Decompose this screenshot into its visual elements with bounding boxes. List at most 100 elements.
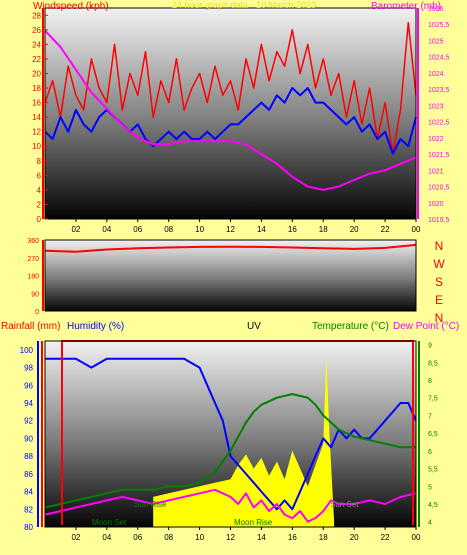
barometer-y-tick-label: 1020,5 (428, 185, 450, 192)
humidity-y-tick-label: 86 (24, 470, 33, 479)
temperature-y-tick-label: 8,5 (428, 360, 438, 367)
sun-moon-annotation: Moon Rise (234, 518, 273, 527)
wind-x-tick-label: 10 (195, 225, 204, 234)
direction-y-tick-label: 0 (35, 309, 39, 316)
lower-x-tick-label: 18 (319, 533, 328, 542)
solar-area (153, 355, 335, 527)
barometer-y-tick-label: 1021 (428, 168, 444, 175)
wind-y-tick-label: 4 (37, 186, 42, 195)
lower-x-tick-label: 02 (71, 533, 80, 542)
barometer-y-tick-label: 1022 (428, 136, 444, 143)
temperature-y-tick-label: 5,5 (428, 467, 438, 474)
wind-x-tick-label: 02 (71, 225, 80, 234)
direction-y-tick-label: 360 (27, 238, 39, 245)
plot-background-2 (45, 240, 416, 311)
wind-y-tick-label: 28 (32, 11, 41, 20)
sun-moon-annotation: Sun Set (330, 500, 359, 509)
direction-y-tick-label: 180 (27, 274, 39, 281)
wind-y-tick-label: 8 (37, 157, 42, 166)
wind-x-tick-label: 14 (257, 225, 266, 234)
humidity-y-tick-label: 98 (24, 364, 33, 373)
sun-moon-annotation: Sun Rise (134, 500, 167, 509)
wind-y-tick-label: 10 (32, 142, 41, 151)
direction-y-tick-label: 90 (31, 291, 39, 298)
temperature-y-tick-label: 7,5 (428, 396, 438, 403)
lower-x-tick-label: 04 (102, 533, 111, 542)
wind-y-tick-label: 0 (37, 215, 42, 224)
wind-x-tick-label: 12 (226, 225, 235, 234)
wind-x-tick-label: 22 (381, 225, 390, 234)
plot-frame-2 (44, 239, 417, 312)
wind-panel-series-3 (44, 30, 417, 191)
compass-label: W (433, 257, 445, 271)
wind-y-tick-label: 20 (32, 69, 41, 78)
lower-panel-series-2 (44, 393, 416, 509)
compass-label: S (435, 275, 443, 289)
barometer-y-tick-label: 1026 (428, 6, 444, 13)
wind-y-tick-label: 2 (37, 200, 42, 209)
wind-y-tick-label: 12 (32, 128, 41, 137)
direction-y-tick-label: 270 (27, 256, 39, 263)
wind-x-tick-label: 20 (350, 225, 359, 234)
wind-panel-series-1 (44, 21, 417, 155)
temperature-y-tick-label: 6,5 (428, 431, 438, 438)
humidity-y-tick-label: 80 (24, 523, 33, 532)
lower-x-tick-label: 08 (164, 533, 173, 542)
wind-x-tick-label: 06 (133, 225, 142, 234)
humidity-axis-label: Humidity (%) (67, 321, 125, 332)
lower-x-tick-label: 06 (133, 533, 142, 542)
direction-series (44, 243, 417, 253)
plot-background-1 (45, 8, 416, 219)
temperature-axis-label: Temperature (°C) (312, 321, 389, 332)
dewpoint-axis-label: Dew Point (°C) (393, 321, 460, 332)
wind-y-tick-label: 14 (32, 113, 41, 122)
rainfall-axis-label: Rainfall (mm) (1, 321, 61, 332)
wind-x-tick-label: 08 (164, 225, 173, 234)
temperature-y-tick-label: 5 (428, 484, 432, 491)
barometer-y-tick-label: 1024 (428, 71, 444, 78)
humidity-y-tick-label: 96 (24, 381, 33, 390)
humidity-y-tick-label: 100 (20, 346, 34, 355)
barometer-y-tick-label: 1021,5 (428, 152, 450, 159)
wind-x-tick-label: 00 (412, 225, 421, 234)
temperature-y-tick-label: 4,5 (428, 502, 438, 509)
temperature-y-tick-label: 8 (428, 378, 432, 385)
humidity-y-tick-label: 82 (24, 505, 33, 514)
wind-x-tick-label: 04 (102, 225, 111, 234)
windspeed-axis-label: Windspeed (kph) (33, 1, 109, 12)
barometer-y-tick-label: 1025 (428, 38, 444, 45)
barometer-axis-label: Barometer (mb) (371, 1, 442, 12)
barometer-y-tick-label: 1019,5 (428, 217, 450, 224)
compass-label: N (435, 311, 444, 325)
wind-x-tick-label: 18 (319, 225, 328, 234)
lower-x-tick-label: 20 (350, 533, 359, 542)
wind-y-tick-label: 22 (32, 55, 41, 64)
lower-x-tick-label: 22 (381, 533, 390, 542)
wind-y-tick-label: 6 (37, 171, 42, 180)
wind-y-tick-label: 24 (32, 40, 41, 49)
barometer-y-tick-label: 1024,5 (428, 55, 450, 62)
lower-panel-series-1 (45, 357, 417, 511)
compass-label: N (435, 239, 444, 253)
lower-x-tick-label: 00 (412, 533, 421, 542)
sun-moon-annotation: Moon Set (92, 518, 127, 527)
uv-axis-label: UV (247, 321, 261, 332)
temperature-y-tick-label: 6 (428, 449, 432, 456)
barometer-y-tick-label: 1023,5 (428, 87, 450, 94)
temperature-y-tick-label: 4 (428, 520, 432, 527)
barometer-y-tick-label: 1020 (428, 201, 444, 208)
barometer-y-tick-label: 1025,5 (428, 22, 450, 29)
wind-y-tick-label: 18 (32, 84, 41, 93)
barometer-y-tick-label: 1023 (428, 103, 444, 110)
wind-y-tick-label: 26 (32, 26, 41, 35)
humidity-y-tick-label: 88 (24, 452, 33, 461)
temperature-y-tick-label: 7 (428, 413, 432, 420)
humidity-y-tick-label: 84 (24, 488, 33, 497)
lower-panel-series-3 (44, 488, 417, 523)
wind-x-tick-label: 16 (288, 225, 297, 234)
compass-label: E (435, 293, 443, 307)
lower-x-tick-label: 10 (195, 533, 204, 542)
humidity-y-tick-label: 92 (24, 417, 33, 426)
humidity-y-tick-label: 94 (24, 399, 33, 408)
